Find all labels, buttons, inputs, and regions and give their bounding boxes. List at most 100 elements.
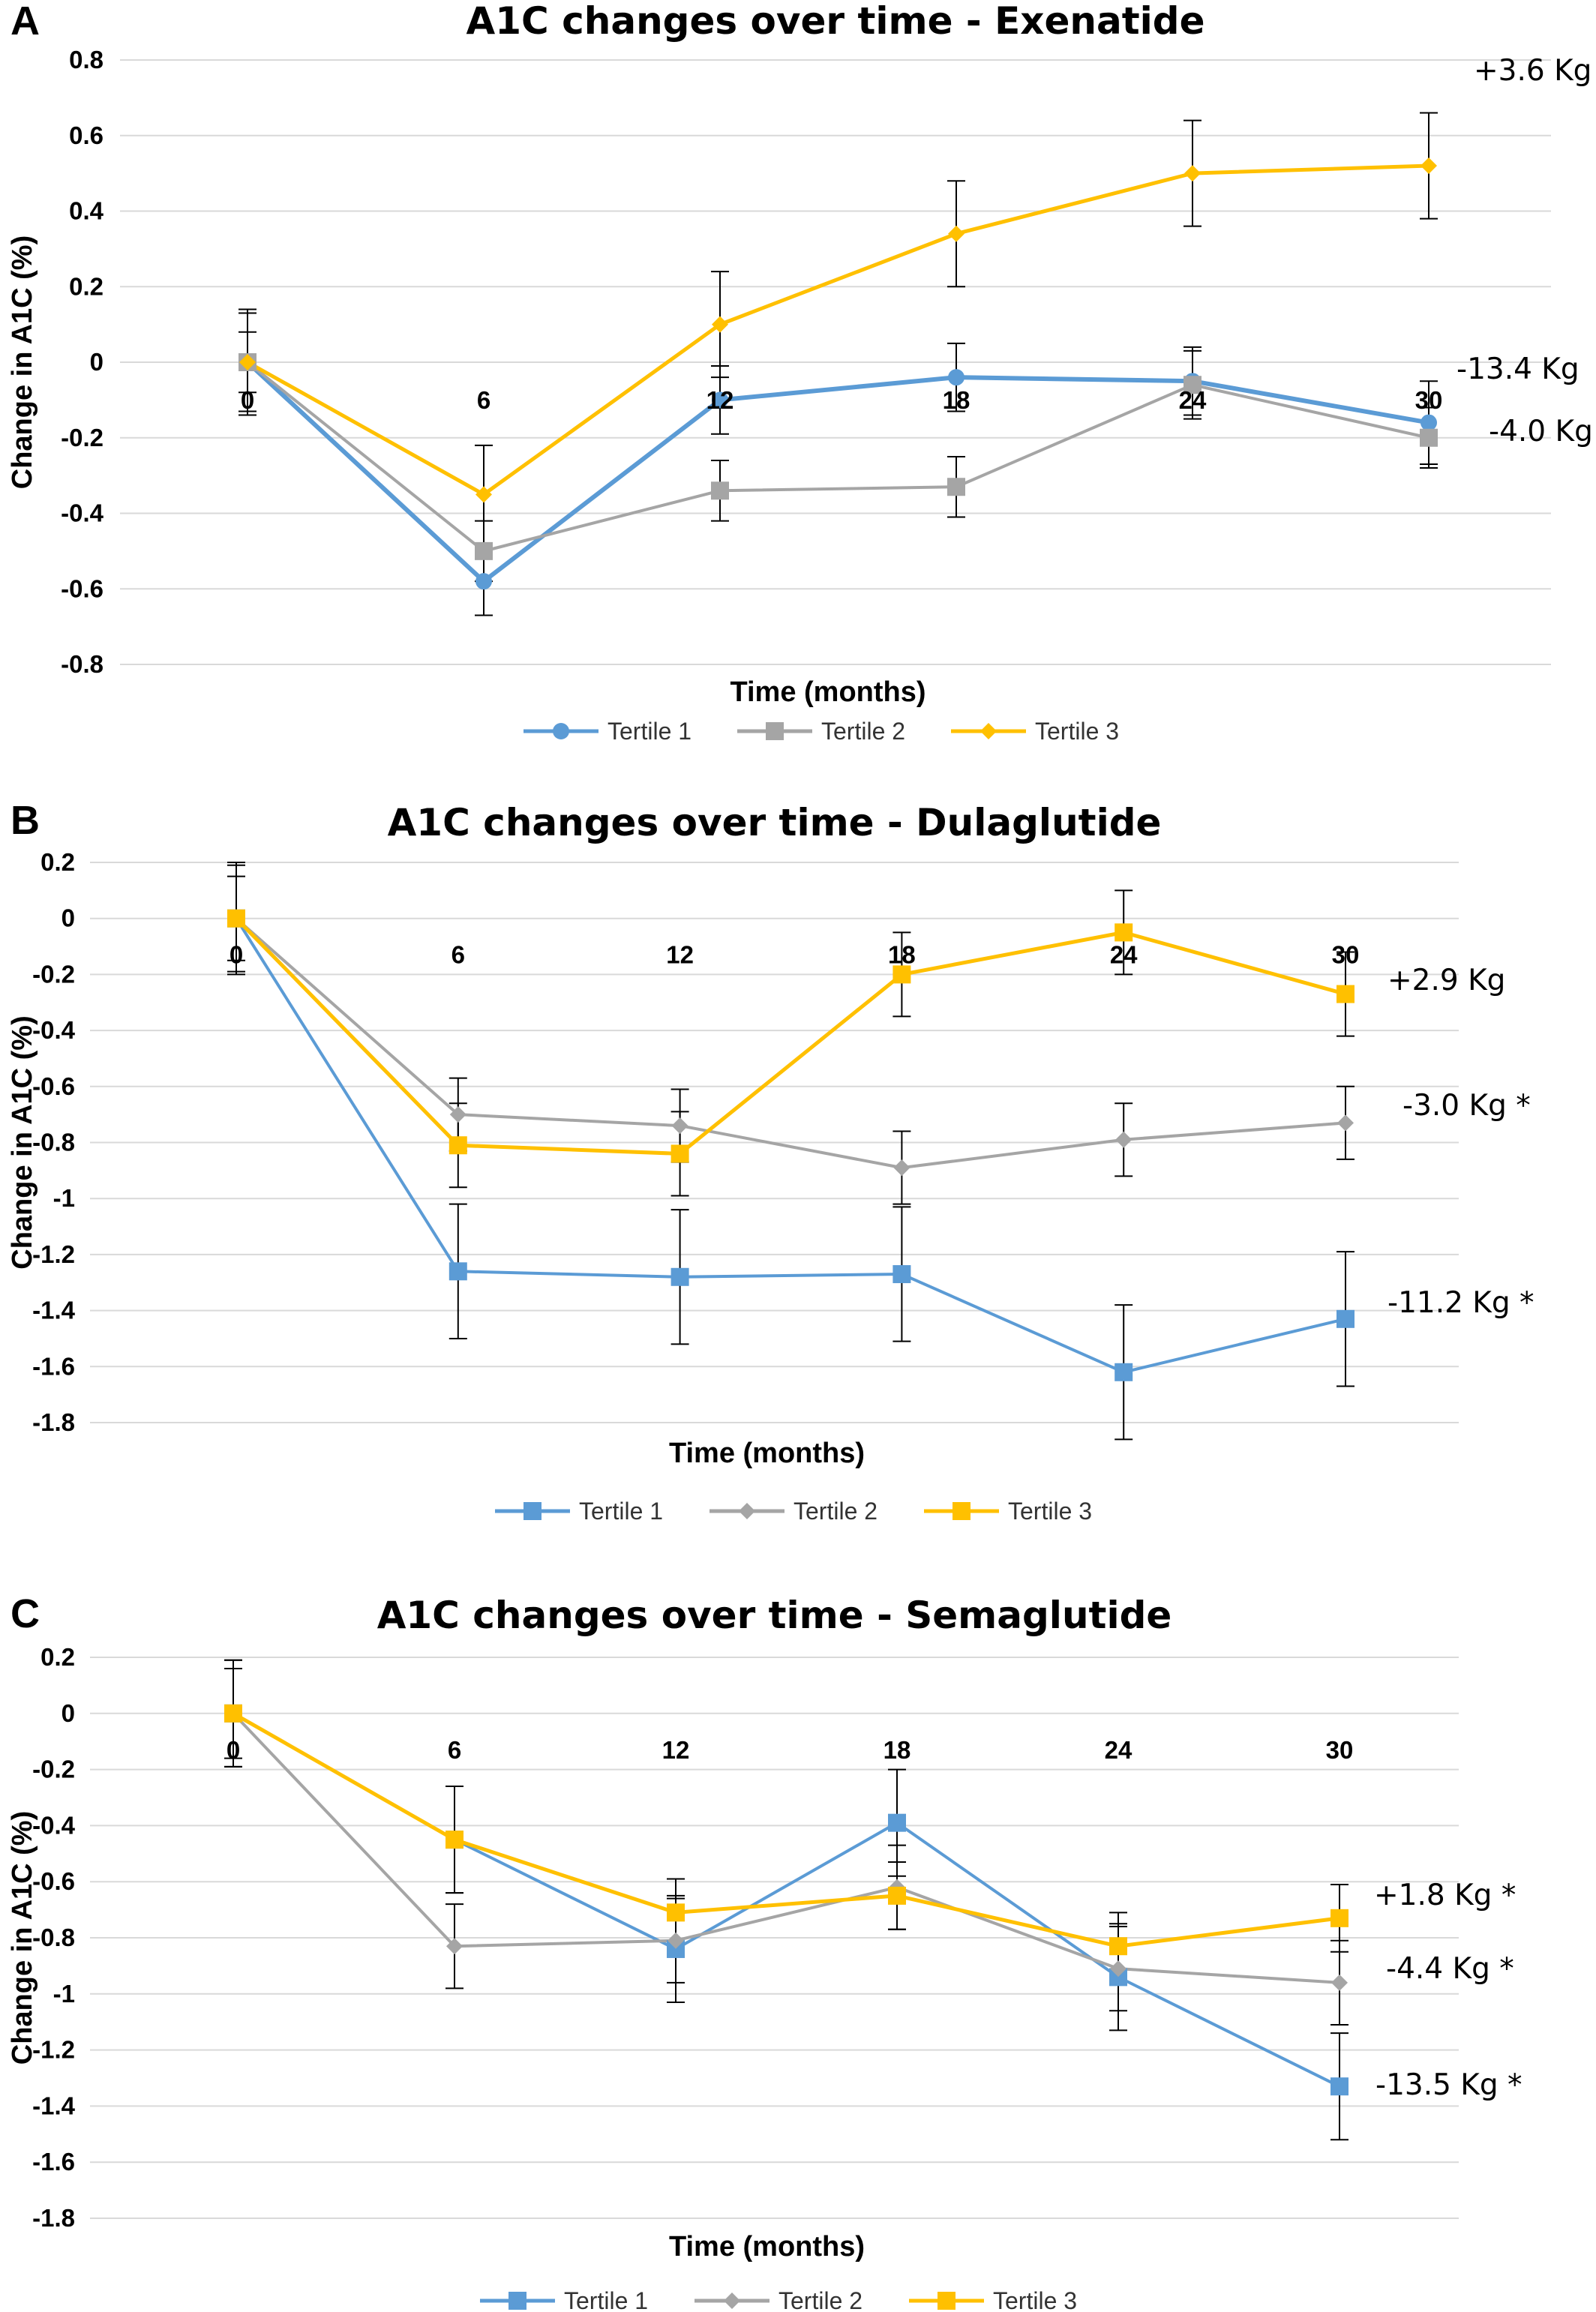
x-axis-label: Time (months) bbox=[669, 1438, 865, 1469]
weight-annotation: -13.5 Kg * bbox=[1376, 2068, 1522, 2102]
legend-item: Tertile 2 bbox=[737, 718, 905, 745]
series-tertile-1 bbox=[224, 1659, 1348, 2141]
weight-annotation: +3.6 Kg bbox=[1474, 54, 1592, 88]
data-point bbox=[239, 354, 256, 370]
legend-marker bbox=[739, 1503, 755, 1519]
y-tick-label: -1.8 bbox=[32, 1408, 75, 1436]
y-tick-label: -1 bbox=[53, 1184, 75, 1212]
panel-label: C bbox=[10, 1591, 40, 1636]
y-tick-label: -1.4 bbox=[32, 1297, 76, 1324]
y-tick-label: -1 bbox=[53, 1980, 75, 2008]
series-line bbox=[246, 163, 1430, 496]
data-point bbox=[1330, 2077, 1348, 2096]
legend-item: Tertile 3 bbox=[924, 1498, 1092, 1525]
y-tick-label: 0.2 bbox=[40, 848, 75, 876]
legend-marker bbox=[980, 723, 997, 739]
series-markers-tertile-3 bbox=[239, 157, 1437, 503]
data-point bbox=[1184, 165, 1201, 182]
y-tick-label: 0.4 bbox=[69, 197, 104, 225]
data-point bbox=[449, 1106, 466, 1123]
data-point bbox=[1420, 157, 1437, 175]
legend-item: Tertile 1 bbox=[524, 718, 692, 745]
legend-label: Tertile 1 bbox=[608, 718, 692, 745]
legend-marker bbox=[766, 722, 784, 740]
legend-marker bbox=[553, 723, 569, 739]
legend-label: Tertile 3 bbox=[1008, 1498, 1092, 1525]
y-axis-label: Change in A1C (%) bbox=[7, 1811, 38, 2065]
data-point bbox=[1330, 1909, 1348, 1927]
y-tick-label: -0.6 bbox=[32, 1867, 75, 1895]
data-point bbox=[667, 1903, 685, 1922]
y-tick-label: 0.8 bbox=[69, 46, 104, 73]
x-tick-label: 12 bbox=[662, 1736, 690, 1764]
data-point bbox=[892, 1265, 911, 1284]
chart-panel-a: A A1C changes over time - Exenatide 0.8 0.6… bbox=[7, 0, 1593, 745]
weight-annotation: +2.9 Kg bbox=[1388, 964, 1505, 997]
series-line bbox=[235, 916, 1346, 1156]
weight-annotation: -13.4 Kg bbox=[1456, 352, 1580, 386]
y-tick-label: 0 bbox=[90, 348, 104, 376]
series-markers-tertile-3 bbox=[227, 909, 1354, 1163]
data-point bbox=[1115, 1131, 1132, 1148]
data-point bbox=[224, 1704, 242, 1723]
series-markers-tertile-1 bbox=[224, 1704, 1348, 2096]
data-point bbox=[227, 909, 245, 928]
x-tick-label: 30 bbox=[1332, 941, 1360, 969]
x-tick-label: 0 bbox=[226, 1736, 240, 1764]
legend-item: Tertile 2 bbox=[694, 2287, 862, 2312]
x-tick-label: 12 bbox=[706, 386, 734, 414]
x-tick-label: 30 bbox=[1415, 386, 1443, 414]
legend-item: Tertile 3 bbox=[951, 718, 1119, 745]
data-point bbox=[1110, 1960, 1126, 1978]
series-markers-tertile-3 bbox=[224, 1704, 1348, 1956]
legend-label: Tertile 2 bbox=[778, 2287, 862, 2312]
panel-label: A bbox=[10, 0, 40, 43]
series-markers-tertile-2 bbox=[225, 1705, 1348, 1991]
weight-annotation: +1.8 Kg * bbox=[1374, 1879, 1516, 1912]
x-tick-label: 18 bbox=[943, 386, 970, 414]
y-tick-label: -1.6 bbox=[32, 1352, 75, 1380]
legend-marker bbox=[952, 1502, 970, 1520]
data-point bbox=[1420, 428, 1438, 447]
y-tick-label: 0.2 bbox=[40, 1643, 75, 1671]
series-line bbox=[246, 361, 1430, 553]
panel-label: B bbox=[10, 798, 40, 843]
data-point bbox=[670, 1267, 689, 1286]
legend-label: Tertile 1 bbox=[564, 2287, 648, 2312]
y-tick-label: -0.8 bbox=[32, 1924, 75, 1951]
y-tick-label: -0.4 bbox=[61, 499, 104, 527]
y-tick-label: -1.8 bbox=[32, 2204, 75, 2232]
data-point bbox=[1337, 1114, 1354, 1132]
y-tick-label: -1.2 bbox=[32, 2036, 75, 2064]
legend-label: Tertile 1 bbox=[579, 1498, 663, 1525]
chart-panel-c: C A1C changes over time - Semaglutide 0.2 0… bbox=[7, 1591, 1522, 2312]
x-tick-label: 24 bbox=[1105, 1736, 1132, 1764]
series-tertile-2 bbox=[227, 864, 1354, 1205]
legend-label: Tertile 2 bbox=[821, 718, 905, 745]
y-tick-label: -0.2 bbox=[32, 960, 75, 988]
y-tick-label: 0.2 bbox=[69, 272, 104, 300]
data-point bbox=[711, 481, 729, 500]
y-tick-label: 0.6 bbox=[69, 121, 104, 149]
legend-label: Tertile 3 bbox=[993, 2287, 1077, 2312]
data-point bbox=[1114, 1363, 1133, 1381]
series-tertile-3 bbox=[224, 1659, 1348, 1981]
x-tick-label: 6 bbox=[448, 1736, 461, 1764]
x-tick-label: 30 bbox=[1326, 1736, 1354, 1764]
legend-marker bbox=[724, 2293, 740, 2309]
y-tick-label: -0.2 bbox=[61, 424, 104, 451]
data-point bbox=[446, 1938, 463, 1955]
chart-title: A1C changes over time - Exenatide bbox=[466, 0, 1205, 43]
legend: Tertile 1 Tertile 2 Tertile 3 bbox=[480, 2287, 1077, 2312]
y-axis-label: Change in A1C (%) bbox=[7, 235, 38, 490]
data-point bbox=[670, 1144, 689, 1163]
legend-item: Tertile 1 bbox=[495, 1498, 663, 1525]
y-tick-label: -0.4 bbox=[32, 1811, 76, 1839]
y-axis-label: Change in A1C (%) bbox=[7, 1015, 38, 1270]
x-tick-label: 18 bbox=[888, 941, 916, 969]
weight-annotation: -4.4 Kg * bbox=[1386, 1952, 1514, 1986]
legend-item: Tertile 2 bbox=[710, 1498, 878, 1525]
data-point bbox=[446, 1831, 464, 1849]
series-markers-tertile-2 bbox=[228, 910, 1354, 1177]
